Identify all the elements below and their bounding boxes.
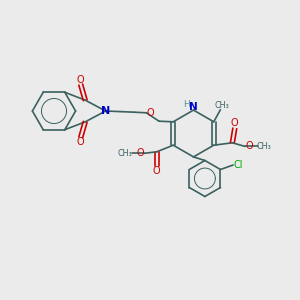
Text: O: O: [153, 166, 160, 176]
Text: N: N: [101, 106, 110, 116]
Text: Cl: Cl: [234, 160, 243, 170]
Text: O: O: [245, 141, 253, 152]
Text: N: N: [189, 101, 198, 112]
Text: O: O: [77, 75, 85, 85]
Text: H: H: [184, 100, 190, 109]
Text: O: O: [147, 108, 154, 118]
Text: O: O: [136, 148, 144, 158]
Text: CH₃: CH₃: [257, 142, 272, 151]
Text: O: O: [77, 137, 85, 147]
Text: CH₃: CH₃: [117, 149, 132, 158]
Text: O: O: [231, 118, 238, 128]
Text: CH₃: CH₃: [214, 101, 229, 110]
